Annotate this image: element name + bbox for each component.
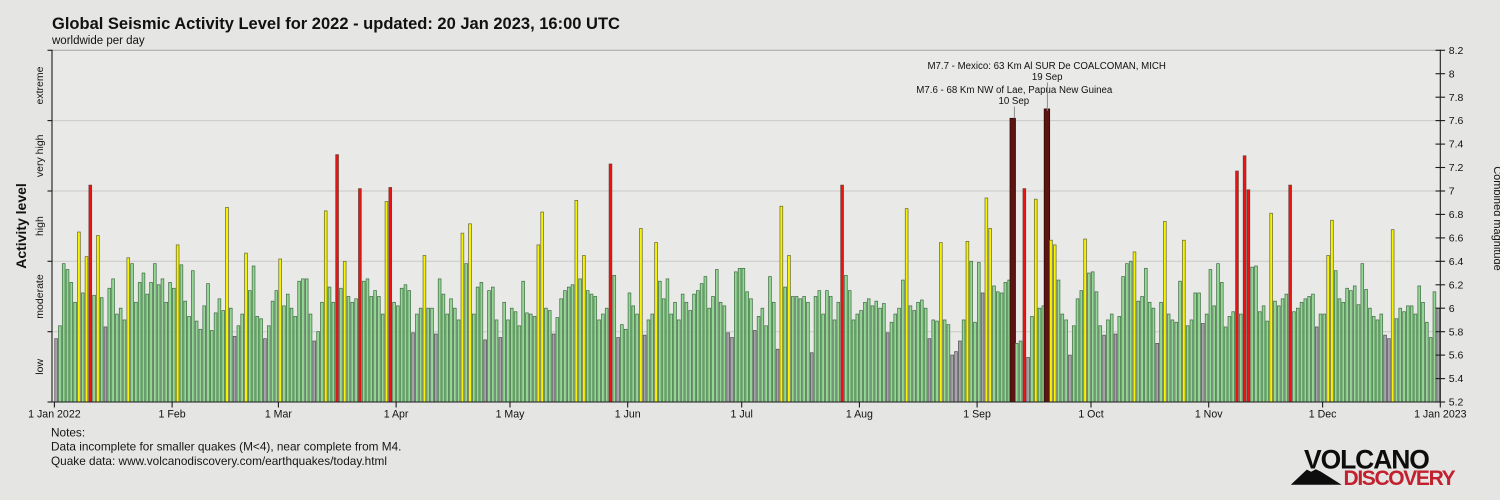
svg-text:1 Jun: 1 Jun	[615, 409, 641, 421]
svg-text:5.8: 5.8	[1449, 326, 1464, 338]
svg-text:1 Aug: 1 Aug	[846, 409, 873, 421]
svg-text:7.8: 7.8	[1449, 92, 1464, 104]
svg-text:10 Sep: 10 Sep	[998, 96, 1029, 107]
svg-text:6.2: 6.2	[1449, 279, 1464, 291]
svg-text:1 May: 1 May	[496, 409, 526, 421]
svg-text:6: 6	[1449, 303, 1455, 315]
svg-text:VOLCANO: VOLCANO	[1304, 445, 1429, 475]
svg-text:6.6: 6.6	[1449, 233, 1464, 245]
svg-text:1 Nov: 1 Nov	[1195, 409, 1223, 421]
svg-text:M7.6 - 68 Km NW of Lae, Papua: M7.6 - 68 Km NW of Lae, Papua New Guinea	[916, 85, 1113, 96]
svg-text:7.2: 7.2	[1449, 162, 1464, 174]
svg-text:1 Apr: 1 Apr	[384, 409, 409, 421]
svg-text:6.8: 6.8	[1449, 209, 1464, 221]
svg-text:1 Jul: 1 Jul	[731, 409, 753, 421]
svg-text:5.6: 5.6	[1449, 350, 1464, 362]
svg-text:8.2: 8.2	[1449, 45, 1464, 57]
svg-text:low: low	[34, 359, 46, 375]
svg-text:1 Feb: 1 Feb	[159, 409, 186, 421]
svg-text:8: 8	[1449, 68, 1455, 80]
svg-text:high: high	[34, 216, 46, 236]
svg-text:1 Jan 2022: 1 Jan 2022	[28, 409, 81, 421]
svg-text:7: 7	[1449, 186, 1455, 198]
svg-text:Combined magnitude: Combined magnitude	[1491, 166, 1500, 271]
svg-text:DISCOVERY: DISCOVERY	[1344, 467, 1456, 490]
svg-text:1 Oct: 1 Oct	[1078, 409, 1103, 421]
svg-text:1 Dec: 1 Dec	[1309, 409, 1337, 421]
svg-text:6.4: 6.4	[1449, 256, 1464, 268]
svg-text:Data incomplete for smaller qu: Data incomplete for smaller quakes (M<4)…	[51, 440, 401, 454]
svg-text:extreme: extreme	[34, 66, 46, 104]
svg-text:moderate: moderate	[34, 274, 46, 319]
svg-text:Global Seismic Activity Level: Global Seismic Activity Level for 2022 -…	[52, 15, 620, 33]
svg-text:7.4: 7.4	[1449, 139, 1464, 151]
svg-text:worldwide per day: worldwide per day	[51, 35, 145, 47]
svg-text:1 Sep: 1 Sep	[963, 409, 991, 421]
svg-text:Activity level: Activity level	[13, 183, 29, 269]
svg-text:M7.7 - Mexico: 63 Km Al SUR De: M7.7 - Mexico: 63 Km Al SUR De COALCOMAN…	[927, 61, 1165, 72]
svg-text:7.6: 7.6	[1449, 115, 1464, 127]
svg-text:5.2: 5.2	[1449, 397, 1464, 409]
svg-text:1 Jan 2023: 1 Jan 2023	[1414, 409, 1467, 421]
svg-text:19 Sep: 19 Sep	[1032, 72, 1063, 83]
svg-text:5.4: 5.4	[1449, 373, 1464, 385]
svg-text:Notes:: Notes:	[51, 426, 85, 440]
svg-text:very high: very high	[34, 134, 46, 177]
svg-text:1 Mar: 1 Mar	[265, 409, 293, 421]
svg-text:Quake data: www.volcanodiscove: Quake data: www.volcanodiscovery.com/ear…	[51, 454, 387, 468]
